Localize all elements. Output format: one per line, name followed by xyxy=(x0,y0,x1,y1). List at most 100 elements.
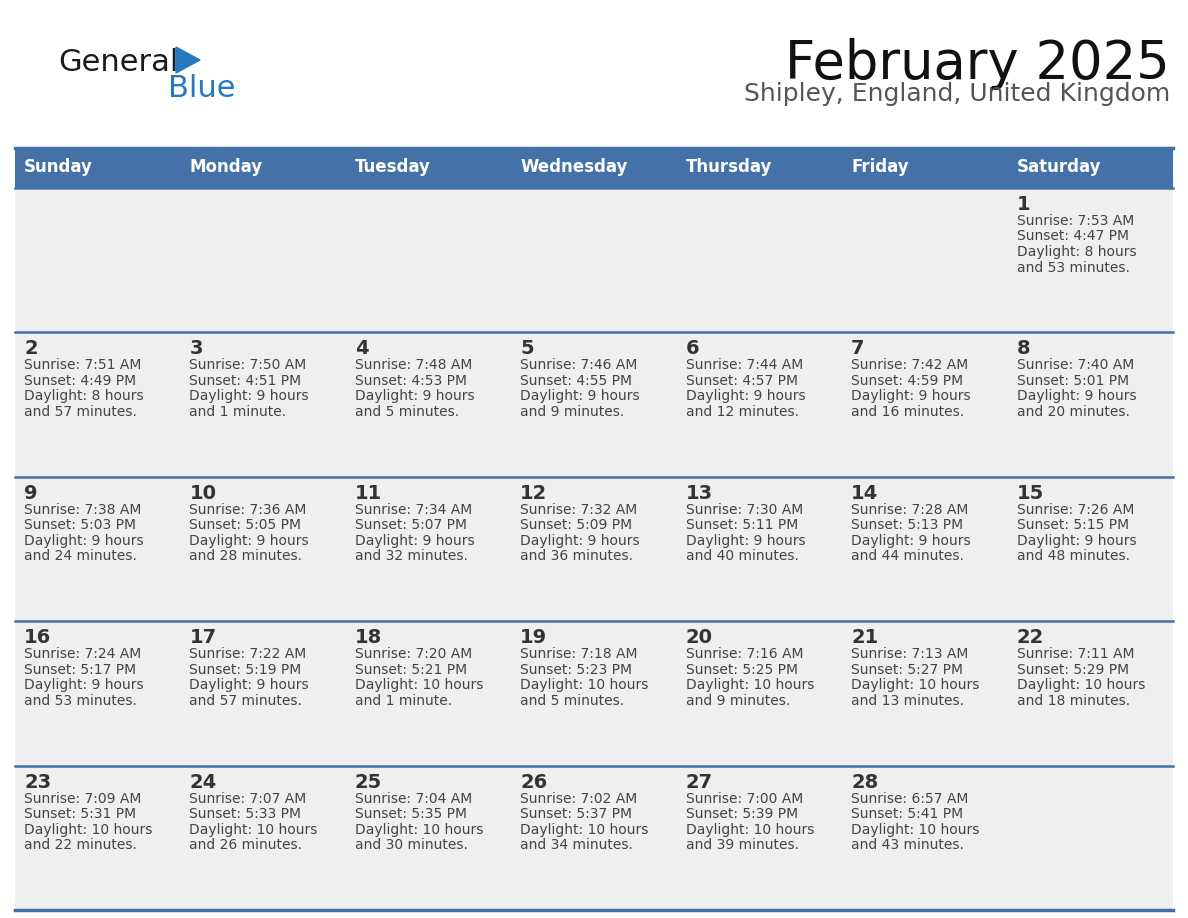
Text: February 2025: February 2025 xyxy=(785,38,1170,90)
Bar xyxy=(15,621,1173,766)
Text: Sunrise: 7:46 AM: Sunrise: 7:46 AM xyxy=(520,358,638,373)
Text: 26: 26 xyxy=(520,773,548,791)
Text: Sunset: 5:07 PM: Sunset: 5:07 PM xyxy=(355,519,467,532)
Text: Sunrise: 7:51 AM: Sunrise: 7:51 AM xyxy=(24,358,141,373)
Text: 5: 5 xyxy=(520,340,533,358)
Text: Sunrise: 7:00 AM: Sunrise: 7:00 AM xyxy=(685,791,803,806)
Text: Sunrise: 7:36 AM: Sunrise: 7:36 AM xyxy=(189,503,307,517)
Text: and 5 minutes.: and 5 minutes. xyxy=(355,405,459,419)
Text: Sunset: 5:01 PM: Sunset: 5:01 PM xyxy=(1017,374,1129,388)
Text: Sunset: 4:47 PM: Sunset: 4:47 PM xyxy=(1017,230,1129,243)
Text: Sunrise: 7:09 AM: Sunrise: 7:09 AM xyxy=(24,791,141,806)
Text: and 18 minutes.: and 18 minutes. xyxy=(1017,694,1130,708)
Text: Shipley, England, United Kingdom: Shipley, England, United Kingdom xyxy=(744,82,1170,106)
Text: Daylight: 9 hours: Daylight: 9 hours xyxy=(851,533,971,548)
Text: Daylight: 10 hours: Daylight: 10 hours xyxy=(520,823,649,836)
Text: Daylight: 9 hours: Daylight: 9 hours xyxy=(1017,389,1136,403)
Text: 8: 8 xyxy=(1017,340,1030,358)
Text: Sunrise: 7:48 AM: Sunrise: 7:48 AM xyxy=(355,358,473,373)
Text: Sunset: 5:27 PM: Sunset: 5:27 PM xyxy=(851,663,963,677)
Text: and 12 minutes.: and 12 minutes. xyxy=(685,405,798,419)
Text: Daylight: 10 hours: Daylight: 10 hours xyxy=(685,678,814,692)
Text: 7: 7 xyxy=(851,340,865,358)
Text: Daylight: 9 hours: Daylight: 9 hours xyxy=(189,389,309,403)
Text: Monday: Monday xyxy=(189,158,263,176)
Text: Sunset: 4:59 PM: Sunset: 4:59 PM xyxy=(851,374,963,388)
Text: Sunrise: 7:32 AM: Sunrise: 7:32 AM xyxy=(520,503,638,517)
Text: 13: 13 xyxy=(685,484,713,503)
Bar xyxy=(346,148,511,188)
Text: Daylight: 9 hours: Daylight: 9 hours xyxy=(520,533,640,548)
Text: Sunset: 5:39 PM: Sunset: 5:39 PM xyxy=(685,807,798,821)
Text: Daylight: 10 hours: Daylight: 10 hours xyxy=(685,823,814,836)
Bar xyxy=(15,148,181,188)
Text: Sunrise: 7:16 AM: Sunrise: 7:16 AM xyxy=(685,647,803,661)
Bar xyxy=(1007,148,1173,188)
Text: Sunrise: 6:57 AM: Sunrise: 6:57 AM xyxy=(851,791,968,806)
Text: 12: 12 xyxy=(520,484,548,503)
Text: Sunset: 5:33 PM: Sunset: 5:33 PM xyxy=(189,807,302,821)
Text: and 22 minutes.: and 22 minutes. xyxy=(24,838,137,852)
Text: and 30 minutes.: and 30 minutes. xyxy=(355,838,468,852)
Text: Friday: Friday xyxy=(851,158,909,176)
Text: Sunset: 5:05 PM: Sunset: 5:05 PM xyxy=(189,519,302,532)
Bar xyxy=(15,188,1173,332)
Text: and 32 minutes.: and 32 minutes. xyxy=(355,549,468,564)
Text: Sunrise: 7:18 AM: Sunrise: 7:18 AM xyxy=(520,647,638,661)
Text: Daylight: 8 hours: Daylight: 8 hours xyxy=(24,389,144,403)
Text: Daylight: 9 hours: Daylight: 9 hours xyxy=(520,389,640,403)
Text: and 26 minutes.: and 26 minutes. xyxy=(189,838,303,852)
Text: 4: 4 xyxy=(355,340,368,358)
Text: 2: 2 xyxy=(24,340,38,358)
Text: Sunset: 5:17 PM: Sunset: 5:17 PM xyxy=(24,663,137,677)
Text: Sunrise: 7:13 AM: Sunrise: 7:13 AM xyxy=(851,647,968,661)
Polygon shape xyxy=(176,47,200,73)
Text: 19: 19 xyxy=(520,628,548,647)
Text: Sunset: 4:51 PM: Sunset: 4:51 PM xyxy=(189,374,302,388)
Text: Sunset: 5:25 PM: Sunset: 5:25 PM xyxy=(685,663,797,677)
Bar xyxy=(842,148,1007,188)
Text: Sunset: 5:03 PM: Sunset: 5:03 PM xyxy=(24,519,135,532)
Bar xyxy=(511,148,677,188)
Text: Daylight: 10 hours: Daylight: 10 hours xyxy=(851,823,980,836)
Text: General: General xyxy=(58,48,178,77)
Text: and 1 minute.: and 1 minute. xyxy=(355,694,451,708)
Text: 21: 21 xyxy=(851,628,878,647)
Bar xyxy=(181,148,346,188)
Text: Thursday: Thursday xyxy=(685,158,772,176)
Bar xyxy=(15,766,1173,910)
Text: Sunset: 5:41 PM: Sunset: 5:41 PM xyxy=(851,807,963,821)
Text: Daylight: 10 hours: Daylight: 10 hours xyxy=(355,823,484,836)
Text: 6: 6 xyxy=(685,340,700,358)
Bar xyxy=(677,148,842,188)
Text: and 9 minutes.: and 9 minutes. xyxy=(520,405,625,419)
Text: Sunrise: 7:26 AM: Sunrise: 7:26 AM xyxy=(1017,503,1135,517)
Text: and 24 minutes.: and 24 minutes. xyxy=(24,549,137,564)
Text: Sunset: 5:29 PM: Sunset: 5:29 PM xyxy=(1017,663,1129,677)
Text: and 57 minutes.: and 57 minutes. xyxy=(24,405,137,419)
Text: and 40 minutes.: and 40 minutes. xyxy=(685,549,798,564)
Text: 25: 25 xyxy=(355,773,383,791)
Text: 16: 16 xyxy=(24,628,51,647)
Text: and 34 minutes.: and 34 minutes. xyxy=(520,838,633,852)
Text: 18: 18 xyxy=(355,628,383,647)
Text: and 1 minute.: and 1 minute. xyxy=(189,405,286,419)
Text: Sunrise: 7:24 AM: Sunrise: 7:24 AM xyxy=(24,647,141,661)
Text: Sunrise: 7:50 AM: Sunrise: 7:50 AM xyxy=(189,358,307,373)
Text: and 13 minutes.: and 13 minutes. xyxy=(851,694,965,708)
Text: Daylight: 9 hours: Daylight: 9 hours xyxy=(355,533,474,548)
Text: and 36 minutes.: and 36 minutes. xyxy=(520,549,633,564)
Text: Wednesday: Wednesday xyxy=(520,158,627,176)
Text: Tuesday: Tuesday xyxy=(355,158,431,176)
Text: and 5 minutes.: and 5 minutes. xyxy=(520,694,625,708)
Text: Daylight: 9 hours: Daylight: 9 hours xyxy=(189,678,309,692)
Text: and 39 minutes.: and 39 minutes. xyxy=(685,838,798,852)
Text: 9: 9 xyxy=(24,484,38,503)
Text: Sunset: 5:13 PM: Sunset: 5:13 PM xyxy=(851,519,963,532)
Text: Daylight: 9 hours: Daylight: 9 hours xyxy=(355,389,474,403)
Text: Sunrise: 7:53 AM: Sunrise: 7:53 AM xyxy=(1017,214,1133,228)
Text: and 44 minutes.: and 44 minutes. xyxy=(851,549,963,564)
Text: 24: 24 xyxy=(189,773,216,791)
Text: Daylight: 9 hours: Daylight: 9 hours xyxy=(685,389,805,403)
Text: Daylight: 9 hours: Daylight: 9 hours xyxy=(24,678,144,692)
